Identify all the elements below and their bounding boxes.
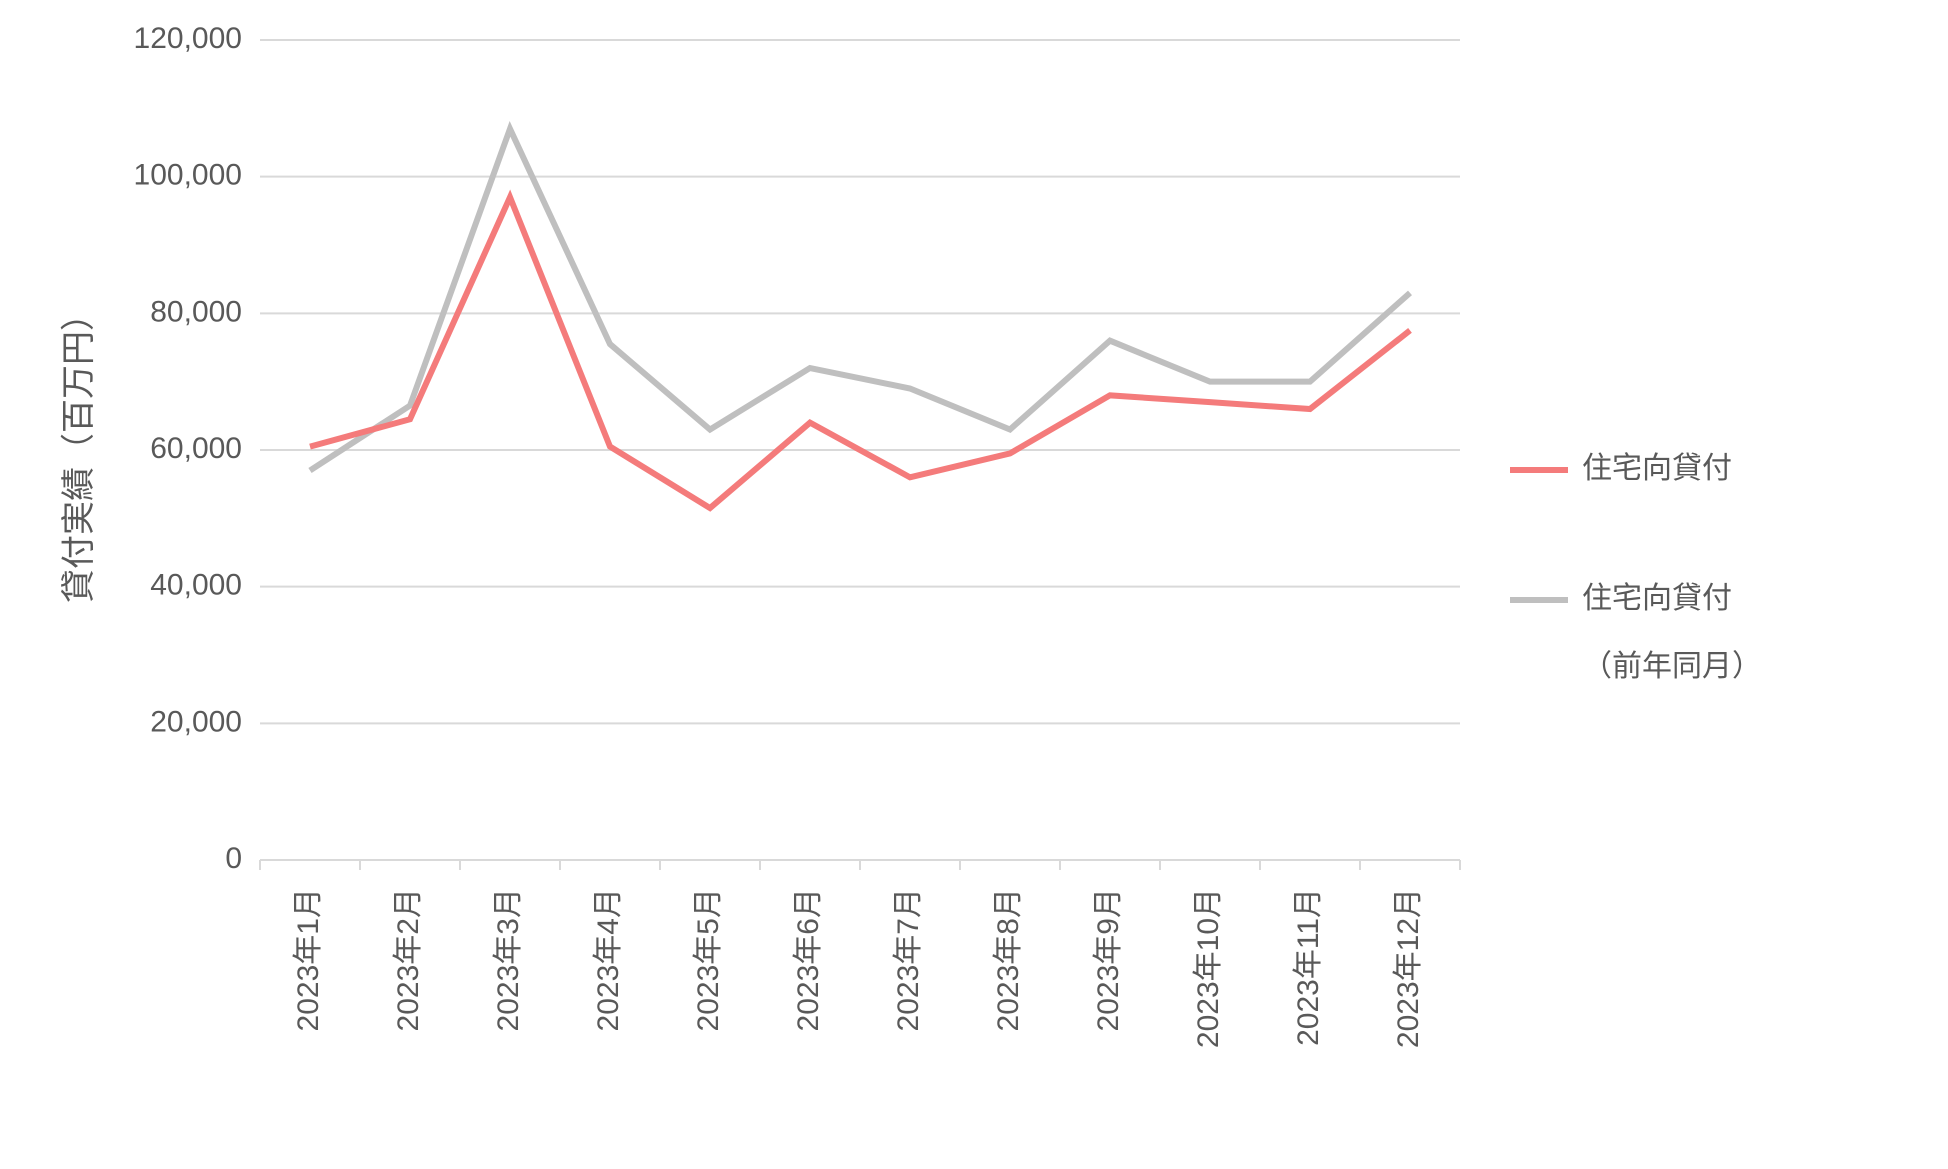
x-tick-label: 2023年4月 [592, 888, 625, 1031]
y-tick-label: 80,000 [150, 295, 242, 328]
x-tick-label: 2023年5月 [692, 888, 725, 1031]
x-tick-label: 2023年8月 [992, 888, 1025, 1031]
x-tick-label: 2023年9月 [1092, 888, 1125, 1031]
x-tick-label: 2023年1月 [292, 888, 325, 1031]
legend-label: （前年同月） [1582, 650, 1762, 683]
x-tick-label: 2023年3月 [492, 888, 525, 1031]
y-axis-title: 貸付実績（百万円） [60, 297, 98, 603]
legend-label: 住宅向貸付 [1582, 452, 1732, 485]
x-tick-label: 2023年6月 [792, 888, 825, 1031]
y-tick-label: 40,000 [150, 569, 242, 602]
legend-label: 住宅向貸付 [1582, 582, 1732, 615]
y-tick-label: 0 [225, 842, 242, 875]
chart-svg: 0 20,000 40,000 60,000 80,000 100,000 120,000 2… [0, 0, 1948, 1169]
x-tick-label: 2023年10月 [1192, 888, 1225, 1048]
line-chart: 0 20,000 40,000 60,000 80,000 100,000 120,000 2… [0, 0, 1948, 1169]
y-tick-label: 120,000 [134, 22, 242, 55]
x-tick-label: 2023年2月 [392, 888, 425, 1031]
y-tick-label: 20,000 [150, 705, 242, 738]
x-tick-label: 2023年11月 [1292, 888, 1325, 1046]
x-tick-label: 2023年12月 [1392, 888, 1425, 1048]
x-tick-label: 2023年7月 [892, 888, 925, 1031]
y-tick-label: 100,000 [134, 159, 242, 192]
y-tick-label: 60,000 [150, 432, 242, 465]
